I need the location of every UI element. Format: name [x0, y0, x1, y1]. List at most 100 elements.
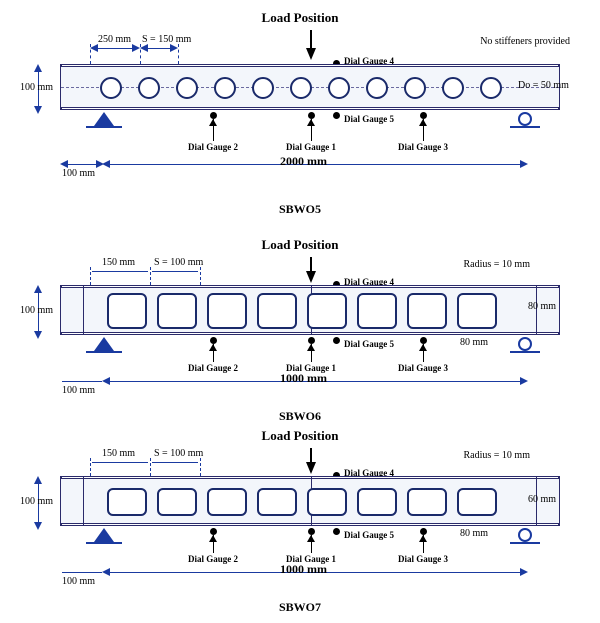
end-stiffener: [83, 286, 84, 334]
support-base: [510, 542, 540, 544]
gauge1-dot: [308, 112, 315, 119]
load-shaft: [310, 30, 312, 50]
gauge1-label: Dial Gauge 1: [286, 142, 336, 152]
web-opening: [357, 293, 397, 329]
web-opening: [328, 77, 350, 99]
pin-support-icon: [94, 112, 114, 126]
gauge2-label: Dial Gauge 2: [188, 554, 238, 564]
gauge2-label: Dial Gauge 2: [188, 142, 238, 152]
depth-label-6: 100 mm: [20, 305, 53, 316]
specimen-label-5: SBWO5: [8, 202, 592, 217]
overhang-line: [62, 572, 102, 573]
web-opening: [442, 77, 464, 99]
web-opening: [138, 77, 160, 99]
web-opening: [480, 77, 502, 99]
arrow-up-icon: [307, 119, 315, 126]
beam-sbwo5: [60, 64, 560, 110]
arrow-up-icon: [419, 119, 427, 126]
end-stiffener: [83, 477, 84, 525]
flange-bot: [61, 523, 559, 526]
support-base: [510, 351, 540, 353]
dim-spacing-5: S = 150 mm: [142, 34, 191, 45]
hole-h-label-6: 80 mm: [528, 301, 556, 312]
load-arrow-icon: [306, 462, 316, 474]
beam-sbwo7: [60, 476, 560, 526]
overhang-line: [62, 381, 102, 382]
load-title-5: Load Position: [8, 10, 592, 26]
web-opening: [157, 488, 197, 516]
web-opening: [252, 77, 274, 99]
note-no-stiffeners: No stiffeners provided: [480, 36, 570, 47]
dim-dash: [178, 44, 179, 64]
gauge3-dot: [420, 112, 427, 119]
gauge5-label: Dial Gauge 5: [344, 530, 394, 540]
depth-label-5: 100 mm: [20, 82, 53, 93]
arrow-up-icon: [419, 535, 427, 542]
page: Load Position 250 mm S = 150 mm No stiff…: [8, 8, 592, 615]
support-base: [510, 126, 540, 128]
dim-arrow: [34, 476, 42, 484]
pin-support-icon: [94, 337, 114, 351]
arrow-up-icon: [209, 344, 217, 351]
dim-left-5: 250 mm: [98, 34, 131, 45]
arrow-up-icon: [209, 119, 217, 126]
hole-h-label-7: 60 mm: [528, 494, 556, 505]
load-arrow-icon: [306, 271, 316, 283]
pin-support-icon: [94, 528, 114, 542]
figure-sbwo7: 150 mm S = 100 mm Radius = 10 mm Dial Ga…: [20, 448, 580, 598]
web-opening: [207, 293, 247, 329]
dim-dash: [90, 458, 91, 476]
web-opening: [407, 293, 447, 329]
dim-line: [152, 271, 198, 272]
dim-arrow: [34, 331, 42, 339]
web-opening: [366, 77, 388, 99]
gauge5-dot: [333, 112, 340, 119]
dim-arrow: [96, 160, 104, 168]
span-label-7: 1000 mm: [280, 562, 327, 577]
web-opening: [457, 293, 497, 329]
dim-arrow: [132, 44, 140, 52]
gauge5-label: Dial Gauge 5: [344, 114, 394, 124]
gauge3-label: Dial Gauge 3: [398, 554, 448, 564]
dim-dash: [90, 267, 91, 285]
dim-dash: [150, 267, 151, 285]
arrow-up-icon: [209, 535, 217, 542]
dim-left-6: 150 mm: [102, 257, 135, 268]
flange-bot: [61, 107, 559, 110]
depth-label-7: 100 mm: [20, 496, 53, 507]
web-opening: [407, 488, 447, 516]
gauge3-dot: [420, 528, 427, 535]
load-title-7: Load Position: [8, 428, 592, 444]
web-opening: [157, 293, 197, 329]
flange-top: [61, 476, 559, 479]
arrow-up-icon: [307, 344, 315, 351]
roller-support-icon: [518, 528, 532, 542]
gauge3-label: Dial Gauge 3: [398, 142, 448, 152]
web-opening: [257, 293, 297, 329]
web-opening: [257, 488, 297, 516]
dim-arrow: [102, 377, 110, 385]
web-opening: [207, 488, 247, 516]
dim-dash: [150, 458, 151, 476]
specimen-label-7: SBWO7: [8, 600, 592, 615]
dim-arrow: [520, 377, 528, 385]
gauge2-dot: [210, 528, 217, 535]
hole-diam-label: Do = 50 mm: [518, 80, 569, 91]
web-opening: [307, 293, 347, 329]
flange-top: [61, 285, 559, 288]
arrow-up-icon: [307, 535, 315, 542]
dim-arrow: [34, 285, 42, 293]
dim-arrow: [170, 44, 178, 52]
roller-support-icon: [518, 337, 532, 351]
load-arrow-icon: [306, 48, 316, 60]
support-base: [86, 126, 122, 128]
web-opening: [107, 488, 147, 516]
gauge2-dot: [210, 337, 217, 344]
radius-label-7: Radius = 10 mm: [464, 450, 530, 461]
hole-w-label-7: 80 mm: [460, 528, 488, 539]
beam-sbwo6: [60, 285, 560, 335]
gauge1-dot: [308, 337, 315, 344]
overhang-label-6: 100 mm: [62, 385, 95, 396]
figure-sbwo5: 250 mm S = 150 mm No stiffeners provided…: [20, 30, 580, 200]
support-base: [86, 542, 122, 544]
